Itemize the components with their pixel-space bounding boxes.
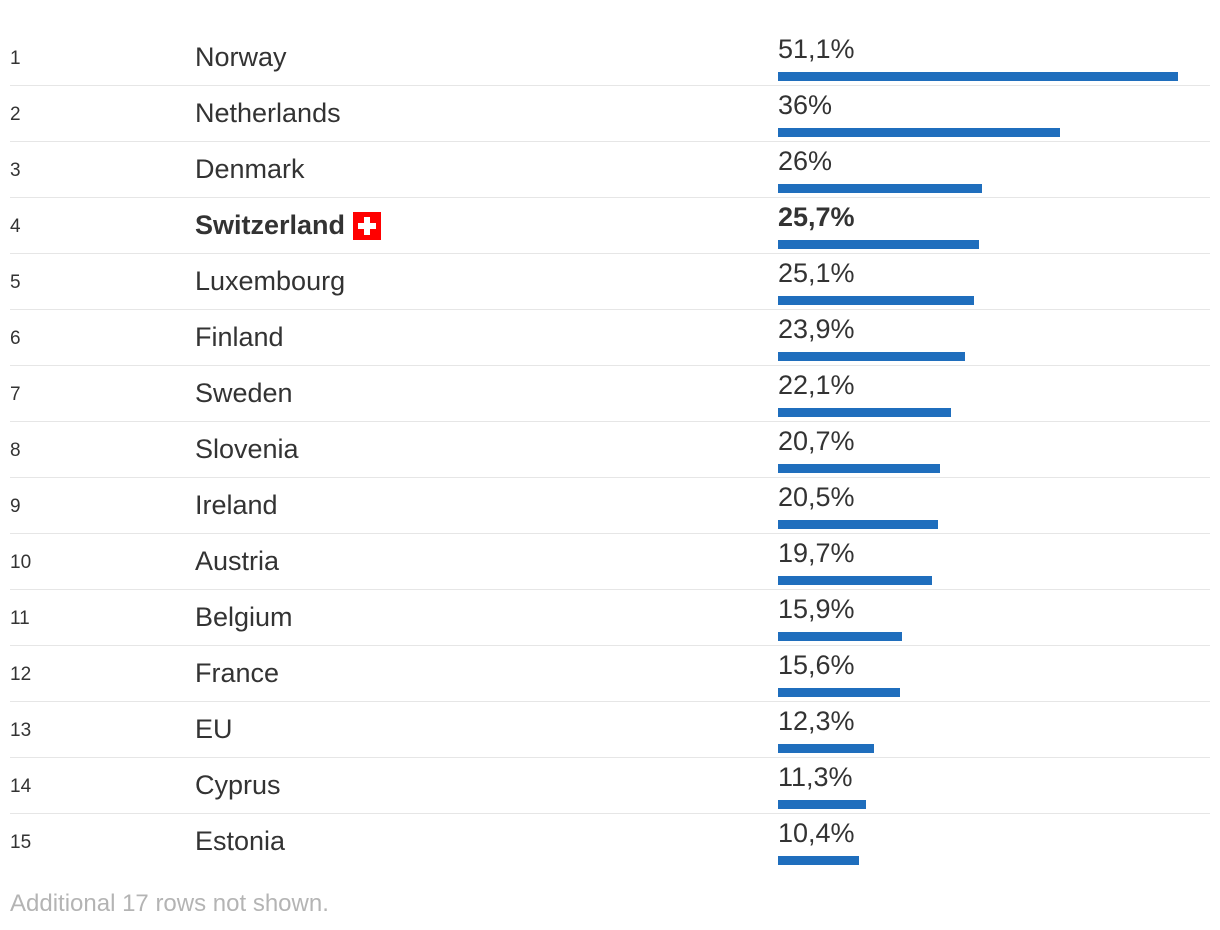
country-name: Ireland — [195, 490, 278, 520]
table-row: 4 Switzerland 25,7% — [10, 198, 1210, 254]
value-label: 22,1% — [778, 370, 855, 400]
swiss-flag-icon — [353, 211, 382, 240]
country-label: Estonia — [195, 826, 285, 857]
value-bar — [778, 184, 982, 193]
country-label: EU — [195, 714, 233, 745]
value-bar — [778, 688, 900, 697]
value-bar — [778, 632, 902, 641]
table-row: 6 Finland 23,9% — [10, 310, 1210, 366]
value-bar — [778, 352, 965, 361]
table-row: 9 Ireland 20,5% — [10, 478, 1210, 534]
country-name: Cyprus — [195, 770, 281, 800]
value-bar — [778, 576, 932, 585]
country-label: Denmark — [195, 154, 305, 185]
value-bar — [778, 856, 859, 865]
value-bar — [778, 128, 1060, 137]
value-bar — [778, 800, 866, 809]
country-label: Sweden — [195, 378, 293, 409]
value-label: 23,9% — [778, 314, 855, 344]
country-label: Luxembourg — [195, 266, 345, 297]
table-row: 3 Denmark 26% — [10, 142, 1210, 198]
value-label: 20,5% — [778, 482, 855, 512]
rank-label: 7 — [10, 384, 21, 405]
country-label: Switzerland — [195, 210, 382, 241]
rank-label: 11 — [10, 608, 30, 629]
table-row: 1 Norway 51,1% — [10, 30, 1210, 86]
value-bar — [778, 520, 938, 529]
rank-label: 10 — [10, 552, 32, 573]
country-label: Ireland — [195, 490, 278, 521]
value-label: 20,7% — [778, 426, 855, 456]
country-name: EU — [195, 714, 233, 744]
country-name: Denmark — [195, 154, 305, 184]
value-label: 11,3% — [778, 762, 853, 792]
table-row: 14 Cyprus 11,3% — [10, 758, 1210, 814]
value-label: 19,7% — [778, 538, 855, 568]
country-name: Belgium — [195, 602, 293, 632]
table-row: 13 EU 12,3% — [10, 702, 1210, 758]
rank-label: 13 — [10, 720, 32, 741]
country-label: Norway — [195, 42, 287, 73]
country-name: Finland — [195, 322, 284, 352]
value-label: 10,4% — [778, 818, 855, 848]
rank-label: 12 — [10, 664, 32, 685]
country-label: Netherlands — [195, 98, 341, 129]
rank-label: 15 — [10, 832, 32, 853]
value-label: 25,1% — [778, 258, 855, 288]
rank-label: 4 — [10, 216, 21, 237]
value-bar — [778, 296, 974, 305]
value-bar — [778, 464, 940, 473]
table-row: 7 Sweden 22,1% — [10, 366, 1210, 422]
value-label: 15,9% — [778, 594, 855, 624]
ranking-table: 1 Norway 51,1% 2 Netherlands 36% 3 Denmark 26% 4 S… — [10, 30, 1210, 870]
value-bar — [778, 744, 874, 753]
rank-label: 14 — [10, 776, 32, 797]
value-label: 51,1% — [778, 34, 855, 64]
country-name: Estonia — [195, 826, 286, 856]
rank-label: 3 — [10, 160, 21, 181]
rank-label: 5 — [10, 272, 21, 293]
country-name: Luxembourg — [195, 266, 346, 296]
country-name: Netherlands — [195, 98, 341, 128]
country-name: Norway — [195, 42, 287, 72]
value-bar — [778, 240, 979, 249]
country-label: Finland — [195, 322, 284, 353]
rank-label: 8 — [10, 440, 21, 461]
country-label: Austria — [195, 546, 279, 577]
value-label: 12,3% — [778, 706, 855, 736]
country-label: Slovenia — [195, 434, 299, 465]
table-row: 8 Slovenia 20,7% — [10, 422, 1210, 478]
country-name: France — [195, 658, 280, 688]
table-row: 15 Estonia 10,4% — [10, 814, 1210, 870]
value-label: 25,7% — [778, 202, 855, 232]
table-row: 10 Austria 19,7% — [10, 534, 1210, 590]
country-label: Belgium — [195, 602, 293, 633]
table-row: 5 Luxembourg 25,1% — [10, 254, 1210, 310]
country-name: Austria — [195, 546, 280, 576]
table-row: 2 Netherlands 36% — [10, 86, 1210, 142]
table-row: 12 France 15,6% — [10, 646, 1210, 702]
value-bar — [778, 72, 1178, 81]
country-label: France — [195, 658, 279, 689]
rank-label: 2 — [10, 104, 21, 125]
value-label: 26% — [778, 146, 833, 176]
country-label: Cyprus — [195, 770, 281, 801]
rank-label: 6 — [10, 328, 21, 349]
country-name: Switzerland — [195, 210, 346, 240]
rank-label: 1 — [10, 48, 21, 69]
country-name: Sweden — [195, 378, 293, 408]
rank-label: 9 — [10, 496, 21, 517]
footnote: Additional 17 rows not shown. — [10, 890, 329, 917]
value-label: 15,6% — [778, 650, 855, 680]
table-row: 11 Belgium 15,9% — [10, 590, 1210, 646]
value-label: 36% — [778, 90, 833, 120]
country-name: Slovenia — [195, 434, 299, 464]
value-bar — [778, 408, 951, 417]
